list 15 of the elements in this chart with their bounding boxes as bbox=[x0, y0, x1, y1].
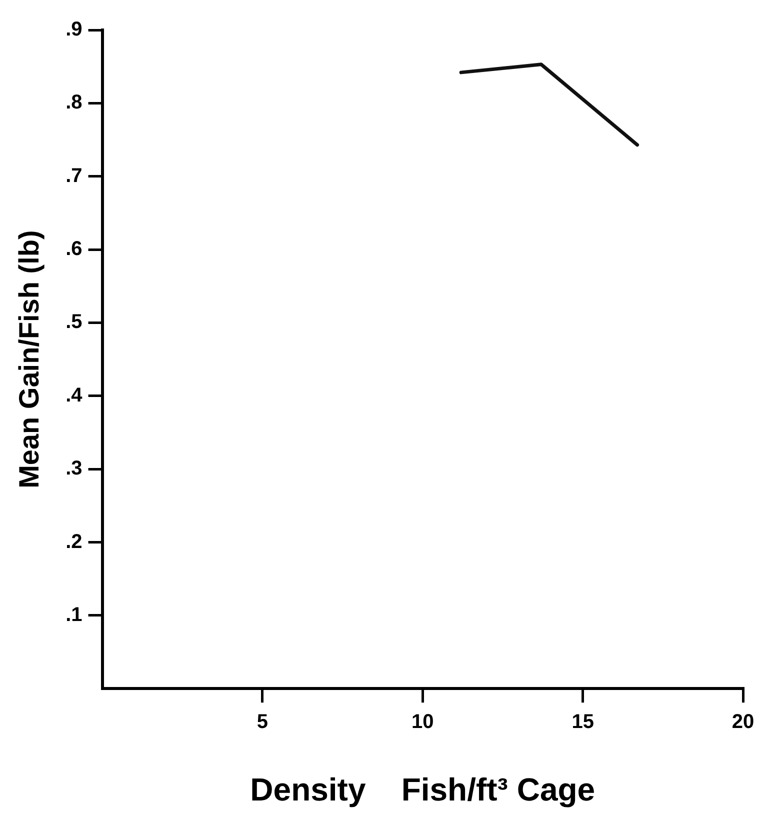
y-tick-label: .3 bbox=[66, 458, 82, 480]
y-tick-label: .1 bbox=[66, 604, 82, 626]
y-tick-label: .5 bbox=[66, 311, 82, 334]
y-tick-label: .2 bbox=[66, 530, 82, 553]
y-tick-label: .6 bbox=[66, 238, 82, 260]
x-tick-label: 20 bbox=[732, 711, 754, 734]
x-tick-label: 15 bbox=[572, 711, 594, 734]
y-axis-title: Mean Gain/Fish (lb) bbox=[14, 230, 45, 488]
y-tick-label: .9 bbox=[66, 18, 82, 41]
x-axis-title: Density Fish/ft³ Cage bbox=[250, 772, 596, 808]
x-tick-label: 10 bbox=[412, 711, 434, 734]
y-tick-label: .4 bbox=[66, 384, 84, 406]
x-tick-label: 5 bbox=[256, 711, 268, 734]
y-tick-label: .8 bbox=[66, 92, 82, 114]
y-tick-label: .7 bbox=[66, 164, 82, 187]
